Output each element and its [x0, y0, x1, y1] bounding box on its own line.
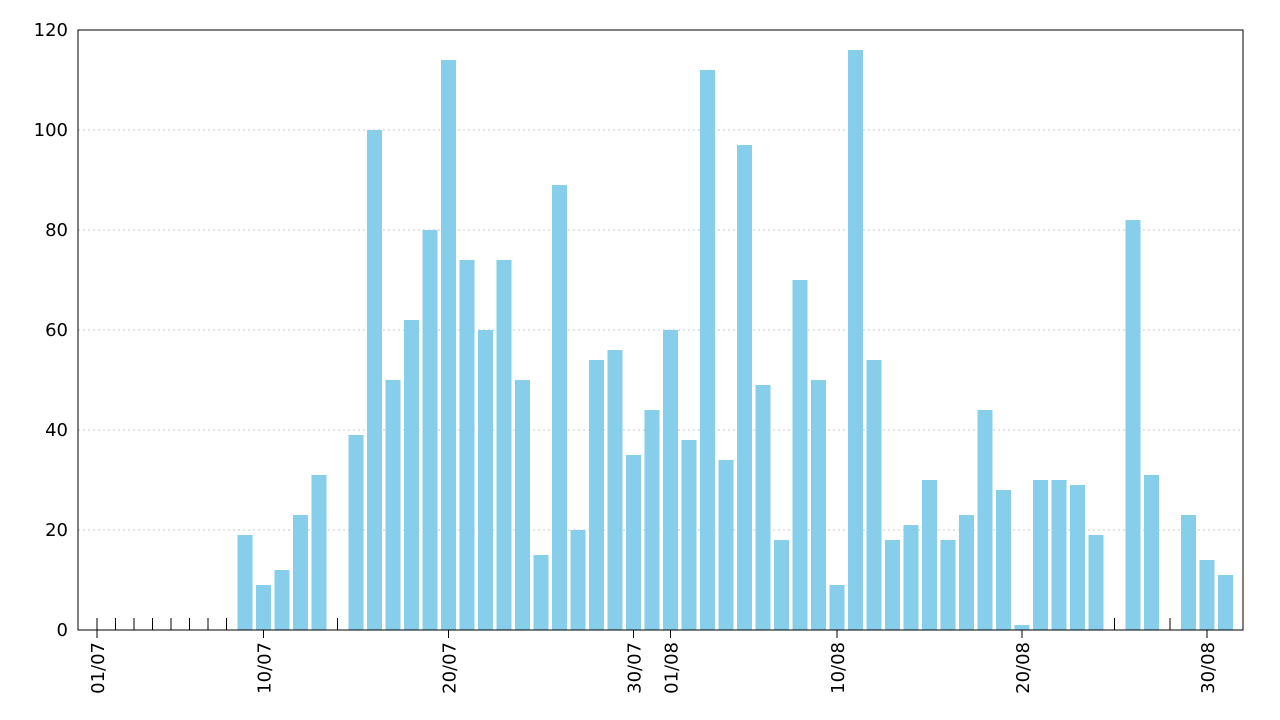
- bar: [422, 230, 438, 630]
- y-tick-label: 80: [45, 220, 68, 241]
- y-tick-label: 120: [34, 20, 68, 41]
- x-tick-label: 30/07: [625, 642, 646, 694]
- y-tick-label: 0: [57, 620, 68, 641]
- bar: [829, 585, 845, 630]
- bar: [367, 130, 382, 630]
- x-tick-label: 01/07: [88, 642, 109, 694]
- gridlines: [78, 129, 1243, 531]
- bar: [404, 320, 419, 630]
- bar: [792, 280, 808, 630]
- bar: [552, 185, 567, 630]
- x-tick-label: 20/08: [1013, 642, 1034, 694]
- bar: [441, 60, 456, 630]
- y-tick-label: 60: [45, 320, 68, 341]
- bar: [478, 330, 493, 630]
- bar: [977, 410, 993, 630]
- bars: [237, 50, 1233, 630]
- bar: [626, 455, 641, 630]
- bar: [589, 360, 604, 630]
- bar: [940, 540, 956, 630]
- x-tick-label: 30/08: [1198, 642, 1219, 694]
- bar: [1033, 480, 1048, 630]
- bar: [755, 385, 771, 630]
- bar: [533, 555, 549, 630]
- x-tick-label: 01/08: [662, 642, 683, 694]
- y-tick-label: 40: [45, 420, 68, 441]
- bar: [903, 525, 919, 630]
- bar: [885, 540, 900, 630]
- bar: [311, 475, 327, 630]
- bar: [459, 260, 475, 630]
- bar: [737, 145, 752, 630]
- y-axis: 0 20 40 60 80 100 120: [34, 20, 68, 641]
- y-tick-label: 20: [45, 520, 68, 541]
- bar: [718, 460, 734, 630]
- x-tick-label: 20/07: [440, 642, 461, 694]
- bar: [959, 515, 974, 630]
- bar: [1144, 475, 1159, 630]
- bar: [496, 260, 512, 630]
- bar: [1070, 485, 1085, 630]
- bar: [663, 330, 678, 630]
- bar: [237, 535, 253, 630]
- bar: [848, 50, 863, 630]
- bar: [774, 540, 789, 630]
- bar: [1088, 535, 1104, 630]
- bar: [1014, 625, 1030, 630]
- bar: [996, 490, 1011, 630]
- bar: [293, 515, 308, 630]
- plot-frame: [77, 29, 1244, 631]
- bar: [681, 440, 697, 630]
- bar: [644, 410, 660, 630]
- bar: [700, 70, 715, 630]
- bar: [274, 570, 290, 630]
- bar: [570, 530, 586, 630]
- bar: [256, 585, 271, 630]
- bar: [1199, 560, 1215, 630]
- bar: [1181, 515, 1196, 630]
- bar: [811, 380, 826, 630]
- bar: [515, 380, 530, 630]
- bar: [348, 435, 364, 630]
- bar: [1125, 220, 1141, 630]
- bar: [385, 380, 401, 630]
- x-tick-label: 10/08: [828, 642, 849, 694]
- bar: [922, 480, 937, 630]
- bar: [866, 360, 882, 630]
- bar: [1051, 480, 1067, 630]
- y-tick-label: 100: [34, 120, 68, 141]
- x-axis: 01/07 10/07 20/07 30/07 01/08 10/08 20/08 30/08: [88, 618, 1219, 694]
- bar: [607, 350, 623, 630]
- x-tick-label: 10/07: [255, 642, 276, 694]
- bar: [1218, 575, 1233, 630]
